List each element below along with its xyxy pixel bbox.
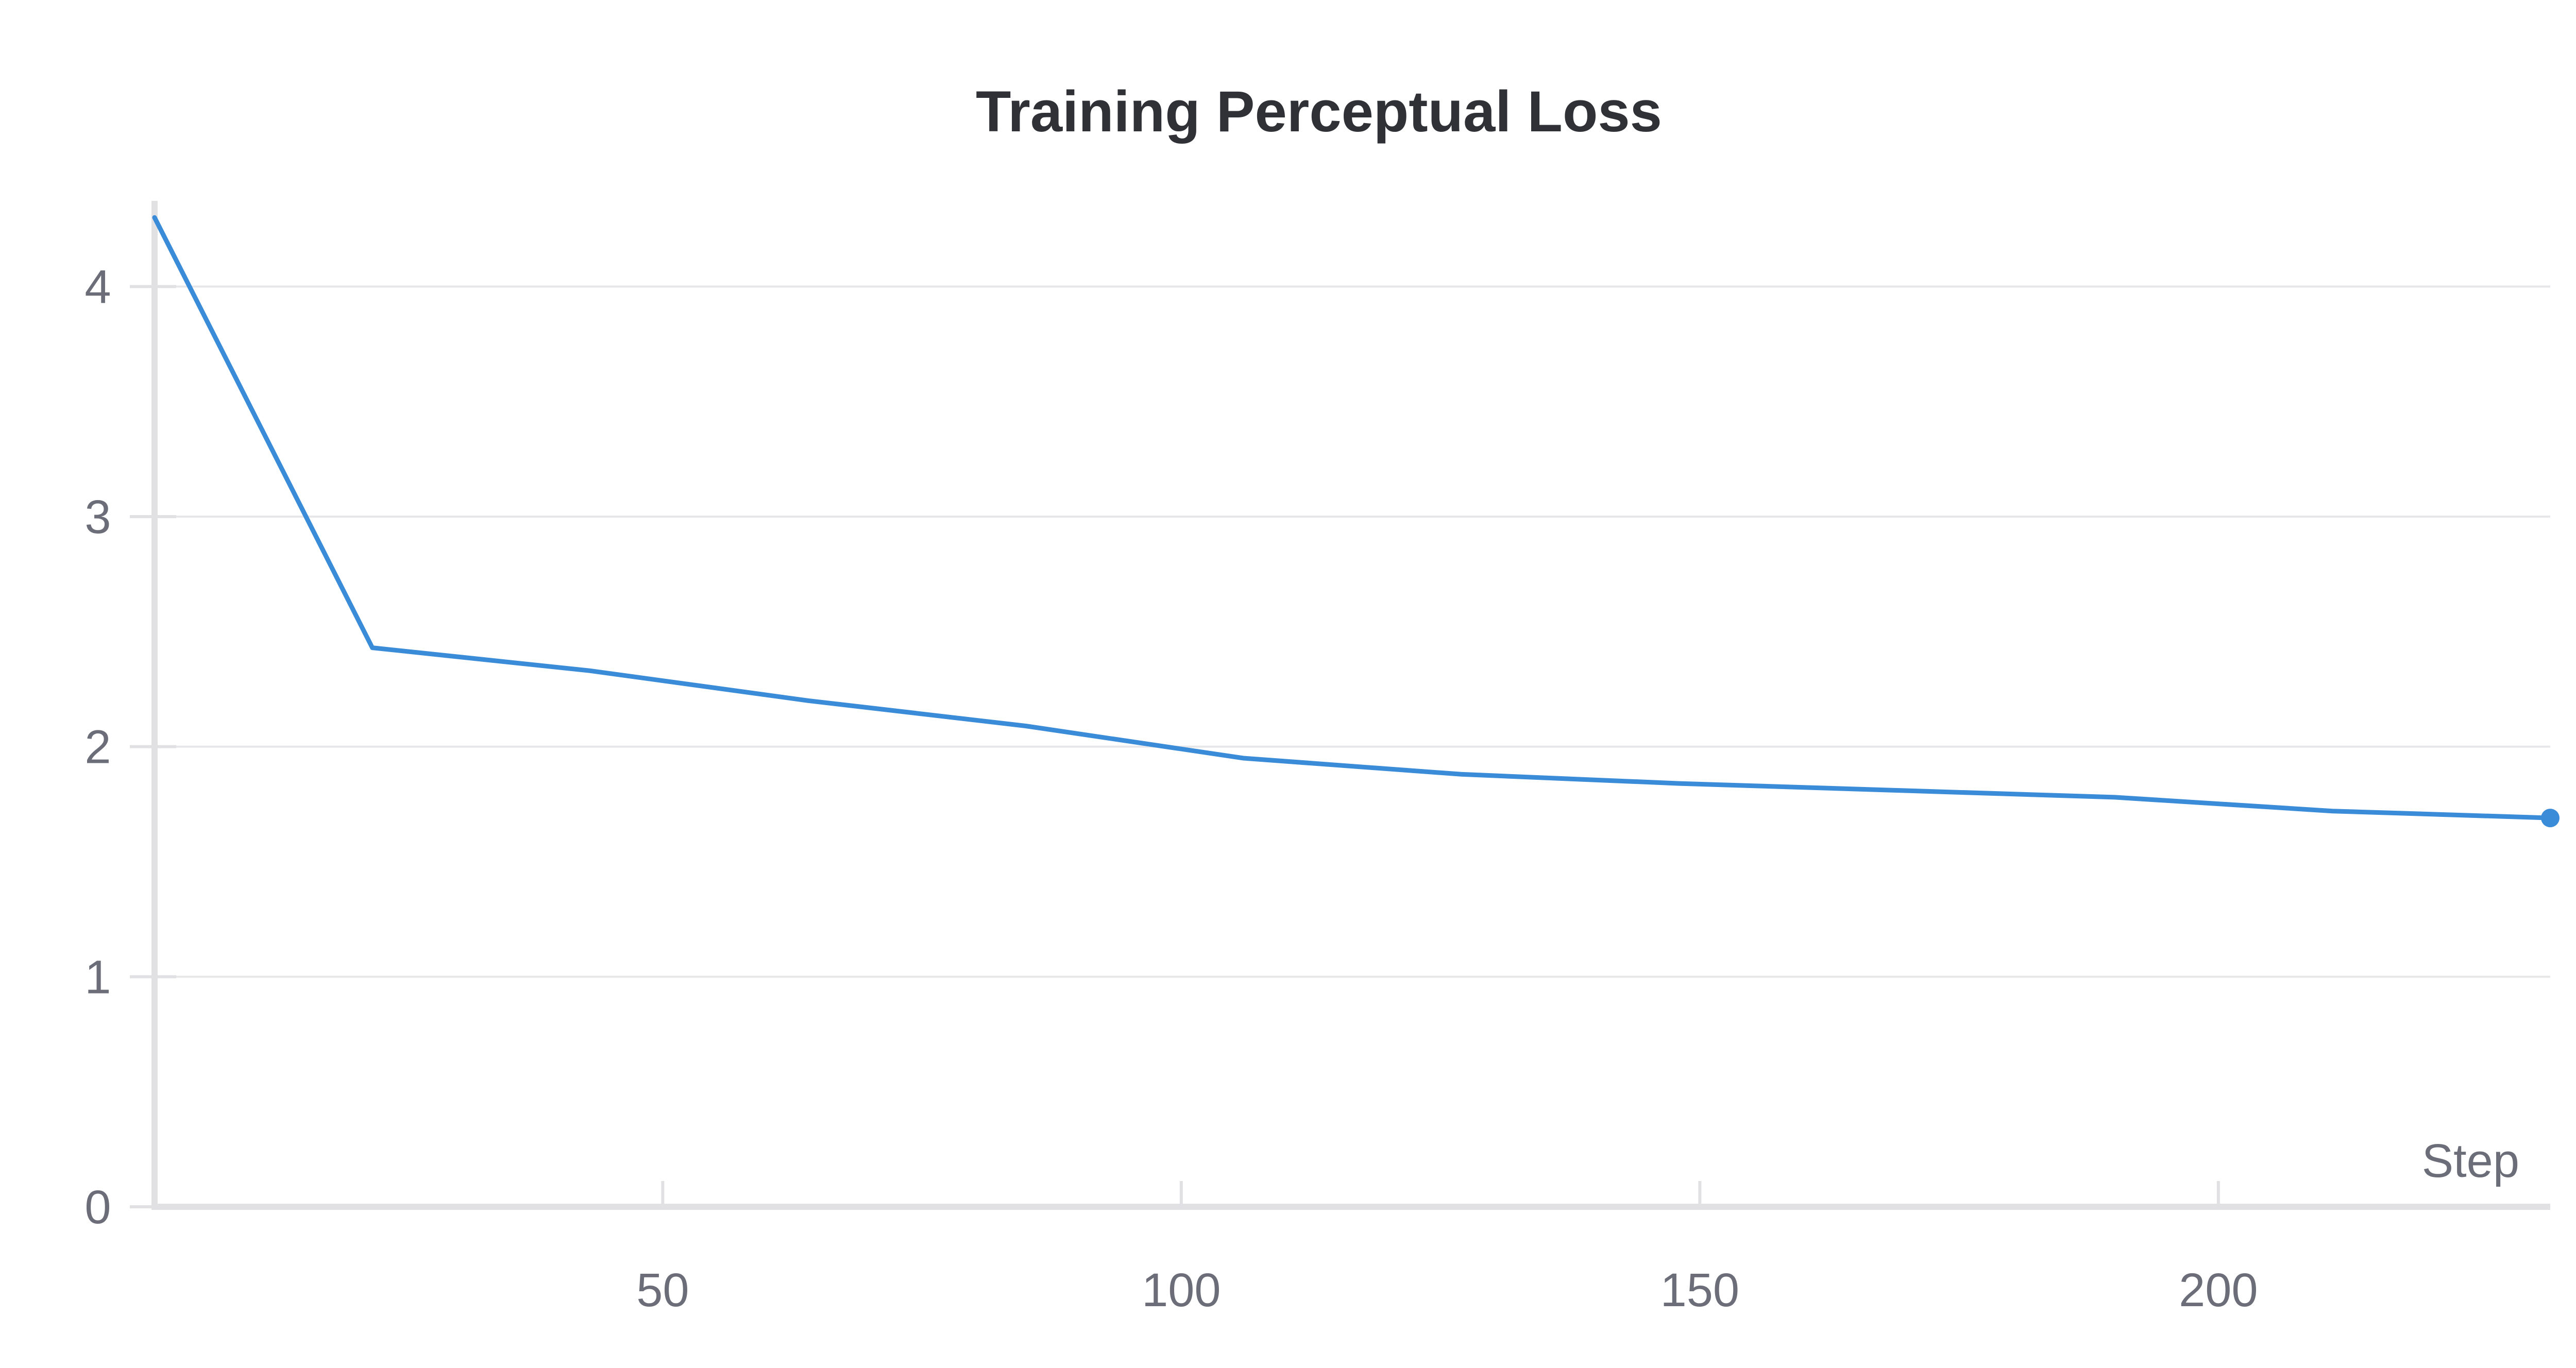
y-tick-label: 4 bbox=[84, 261, 111, 313]
x-tick-label: 200 bbox=[2179, 1264, 2258, 1316]
data-point bbox=[2331, 810, 2334, 813]
data-point bbox=[1460, 773, 1463, 776]
series-end-marker bbox=[2541, 809, 2560, 828]
x-tick-label: 100 bbox=[1142, 1264, 1221, 1316]
y-tick-label: 1 bbox=[84, 951, 111, 1003]
y-tick-label: 0 bbox=[84, 1181, 111, 1234]
data-point bbox=[588, 669, 591, 672]
data-point bbox=[2113, 796, 2116, 799]
axes bbox=[151, 201, 2550, 1210]
x-tick-label: 150 bbox=[1660, 1264, 1740, 1316]
grid-lines bbox=[155, 285, 2550, 978]
data-point bbox=[806, 699, 809, 702]
y-axis-ticks: 0 1 2 3 4 bbox=[84, 261, 176, 1234]
data-point bbox=[1024, 724, 1027, 727]
series-layer bbox=[152, 215, 2560, 828]
x-axis-label: Step bbox=[2422, 1135, 2519, 1187]
y-tick-label: 2 bbox=[84, 721, 111, 774]
data-point bbox=[371, 646, 374, 649]
data-point bbox=[1677, 782, 1681, 785]
x-tick-label: 50 bbox=[636, 1264, 689, 1316]
y-tick-label: 3 bbox=[84, 491, 111, 543]
chart-title: Training Perceptual Loss bbox=[976, 79, 1662, 144]
x-axis-ticks: 50 100 150 200 bbox=[636, 1181, 2258, 1316]
data-point bbox=[1242, 757, 1245, 760]
data-point bbox=[153, 216, 156, 219]
data-point bbox=[1895, 789, 1899, 792]
series-line bbox=[152, 215, 2553, 820]
